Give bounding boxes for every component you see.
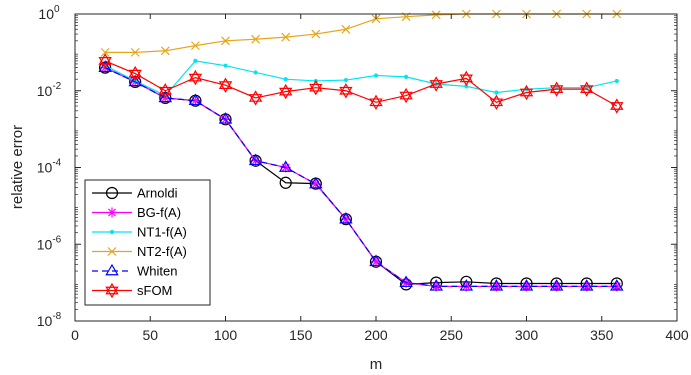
data-point (130, 47, 140, 57)
data-point (251, 34, 261, 44)
plot-frame (74, 13, 678, 322)
data-point (128, 65, 142, 82)
legend-marker (107, 247, 117, 256)
legend-label: NT1-f(A) (137, 225, 187, 240)
data-point (341, 24, 351, 34)
legend-marker (105, 186, 119, 200)
y-tick-label: 10-6 (37, 234, 62, 252)
legend: Arnoldi BG-f(A) NT1-f(A) NT2-f(A) Whiten sFOM (84, 179, 211, 306)
data-point (98, 60, 112, 72)
legend-entry: BG-f(A) (92, 205, 181, 220)
data-point (549, 279, 564, 291)
x-tick-label: 50 (142, 327, 158, 343)
data-point (369, 254, 383, 267)
legend-box (84, 179, 211, 306)
series-line (104, 67, 617, 287)
y-tick-label: 10-4 (37, 158, 62, 176)
data-point (614, 78, 619, 84)
x-tick-label: 400 (665, 327, 689, 343)
data-point (248, 90, 263, 106)
legend-label: Whiten (137, 264, 177, 279)
data-point (369, 94, 383, 111)
x-tick-label: 200 (364, 327, 388, 343)
legend-marker (105, 263, 119, 276)
y-tick-label: 10-2 (37, 81, 62, 99)
data-point (339, 83, 353, 99)
data-point (309, 80, 323, 96)
data-point (431, 10, 441, 20)
data-point (279, 176, 292, 189)
data-point (248, 153, 263, 166)
legend-marker (109, 229, 115, 235)
data-point (610, 98, 624, 114)
data-point (98, 53, 112, 69)
data-point (459, 70, 473, 87)
data-point (399, 275, 413, 287)
y-tick-label: 100 (38, 4, 60, 22)
x-tick-label: 0 (71, 327, 79, 343)
legend-label: NT2-f(A) (137, 244, 187, 259)
x-tick-label: 250 (440, 327, 464, 343)
data-point (100, 47, 110, 57)
data-point (283, 77, 288, 82)
y-axis-label: relative error (9, 125, 26, 209)
data-point (459, 279, 474, 291)
y-tick-label: 10-8 (37, 311, 62, 329)
legend-entry: NT1-f(A) (92, 225, 187, 240)
data-point (223, 63, 228, 68)
data-point (160, 46, 170, 56)
data-point (309, 176, 323, 189)
data-point (218, 112, 233, 124)
legend-label: sFOM (137, 283, 172, 298)
legend-marker (105, 282, 119, 299)
data-point (429, 76, 443, 92)
data-point (404, 74, 409, 79)
data-point (339, 211, 353, 224)
x-axis-label: m (370, 356, 383, 373)
data-point (128, 74, 142, 87)
data-point (343, 77, 348, 83)
legend-marker (107, 207, 117, 218)
data-point (190, 41, 200, 51)
data-point (610, 279, 624, 291)
data-point (221, 36, 230, 46)
data-point (158, 83, 172, 99)
x-tick-label: 300 (515, 327, 539, 343)
data-point (519, 84, 534, 101)
data-point (281, 32, 291, 42)
data-point (494, 90, 499, 95)
data-point (193, 58, 198, 63)
data-point (279, 83, 293, 100)
legend-entry: NT2-f(A) (92, 244, 187, 259)
legend-entry: sFOM (92, 282, 172, 299)
legend-entry: Arnoldi (92, 186, 178, 201)
data-point (549, 81, 564, 97)
data-point (399, 87, 413, 104)
data-point (218, 77, 233, 93)
data-point (519, 279, 534, 291)
data-point (579, 279, 594, 291)
data-point (489, 94, 504, 111)
legend-label: Arnoldi (137, 186, 178, 201)
series-whiten (98, 60, 624, 291)
x-tick-label: 350 (590, 327, 614, 343)
data-point (158, 90, 173, 103)
data-point (429, 279, 443, 291)
legend-label: BG-f(A) (137, 205, 181, 220)
data-point (373, 73, 379, 78)
x-tick-label: 100 (214, 327, 238, 343)
data-point (188, 69, 203, 86)
series-sfom (98, 53, 624, 114)
data-point (188, 93, 203, 106)
data-point (580, 81, 594, 97)
legend-entry: Whiten (92, 264, 177, 279)
data-point (253, 70, 258, 75)
data-point (311, 29, 321, 39)
data-point (278, 160, 293, 172)
x-tick-label: 150 (289, 327, 313, 343)
data-point (489, 279, 504, 291)
